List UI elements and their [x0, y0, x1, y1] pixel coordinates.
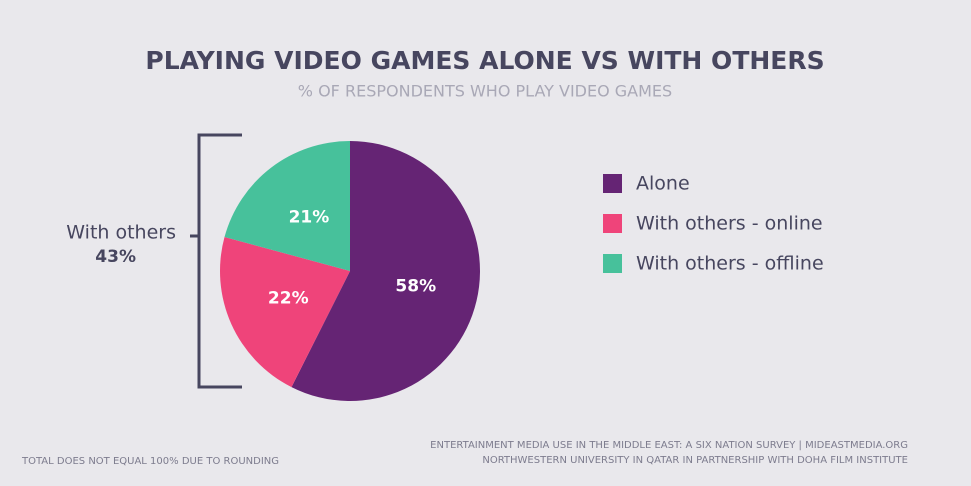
pie-slice — [224, 141, 350, 271]
data-label: 22% — [268, 289, 309, 309]
bracket — [190, 133, 242, 389]
chart-title: PLAYING VIDEO GAMES ALONE VS WITH OTHERS — [145, 46, 824, 75]
legend-label: Alone — [636, 173, 690, 195]
legend-swatch — [603, 174, 622, 193]
chart-subtitle: % OF RESPONDENTS WHO PLAY VIDEO GAMES — [298, 82, 672, 101]
pie-slice — [220, 237, 350, 388]
data-label: 58% — [395, 277, 436, 297]
annotation-text: With others — [66, 222, 176, 244]
annotation-value: 43% — [95, 247, 136, 267]
pie-slice — [291, 141, 481, 401]
legend-label: With others - offline — [636, 253, 824, 275]
data-label: 21% — [289, 207, 330, 227]
source: NORTHWESTERN UNIVERSITY IN QATAR IN PART… — [482, 455, 908, 466]
source: ENTERTAINMENT MEDIA USE IN THE MIDDLE EA… — [430, 440, 908, 451]
legend-swatch — [603, 254, 622, 273]
legend-swatch — [603, 214, 622, 233]
legend-label: With others - online — [636, 213, 823, 235]
footnote: TOTAL DOES NOT EQUAL 100% DUE TO ROUNDIN… — [21, 456, 279, 467]
